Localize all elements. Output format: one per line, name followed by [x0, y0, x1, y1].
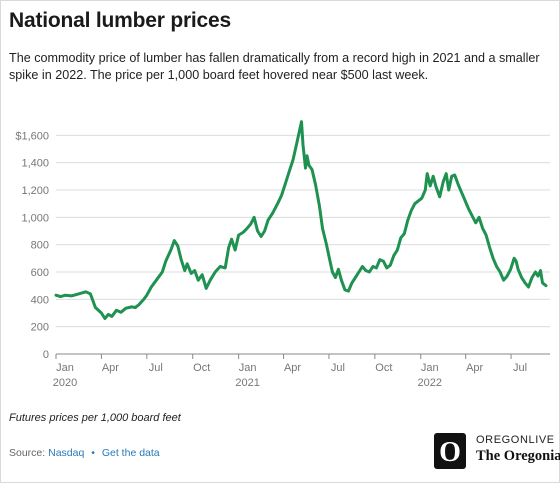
- y-tick-label: $1,600: [15, 130, 49, 142]
- chart-subtitle: The commodity price of lumber has fallen…: [9, 51, 540, 82]
- get-data-link[interactable]: Get the data: [101, 447, 160, 459]
- x-tick-label: Apr: [284, 362, 301, 374]
- y-tick-label: 0: [43, 349, 49, 361]
- x-tick-label: Oct: [375, 362, 392, 374]
- y-tick-label: 800: [31, 240, 49, 252]
- page-title: National lumber prices: [9, 9, 231, 32]
- x-tick-label: Apr: [102, 362, 119, 374]
- x-year-label: 2022: [418, 377, 442, 389]
- x-tick-label: Jul: [513, 362, 527, 374]
- x-year-label: 2021: [235, 377, 259, 389]
- grid-lines: [56, 134, 550, 355]
- x-tick-label: Oct: [193, 362, 210, 374]
- source-label: Source:: [9, 447, 46, 459]
- x-tick-label: Jan: [239, 362, 257, 374]
- x-tick-label: Jan: [421, 362, 439, 374]
- brand-masthead: The Oregonian: [476, 448, 560, 464]
- x-tick-label: Jan: [56, 362, 74, 374]
- x-tick-label: Jul: [331, 362, 345, 374]
- x-axis: Jan 2020 Apr Jul Oct Jan 2021 Apr Jul Oct Jan 2022 A…: [53, 354, 527, 389]
- chart-note: Futures prices per 1,000 board feet: [9, 412, 181, 424]
- x-year-label: 2020: [53, 377, 77, 389]
- y-axis: 0 200 400 600 800 1,000 1,200 1,400 $1,600: [15, 130, 49, 361]
- y-tick-label: 400: [31, 294, 49, 306]
- oregonian-logo: O OREGONLIVE The Oregonian: [434, 431, 560, 471]
- x-tick-label: Jul: [149, 362, 163, 374]
- series-line-lumber-price: [54, 120, 548, 320]
- x-tick-label: Apr: [466, 362, 483, 374]
- separator: •: [91, 447, 95, 459]
- y-tick-label: 200: [31, 322, 49, 334]
- plot-area: [54, 120, 548, 320]
- source-link[interactable]: Nasdaq: [48, 447, 85, 459]
- y-tick-label: 600: [31, 267, 49, 279]
- y-tick-label: 1,000: [21, 212, 49, 224]
- source-line: Source: Nasdaq • Get the data: [9, 447, 160, 459]
- y-tick-label: 1,400: [21, 158, 49, 170]
- y-tick-label: 1,200: [21, 185, 49, 197]
- brand-name: OREGONLIVE: [476, 434, 555, 446]
- oregonian-logo-icon: O: [434, 433, 466, 469]
- logo-letter: O: [439, 437, 461, 468]
